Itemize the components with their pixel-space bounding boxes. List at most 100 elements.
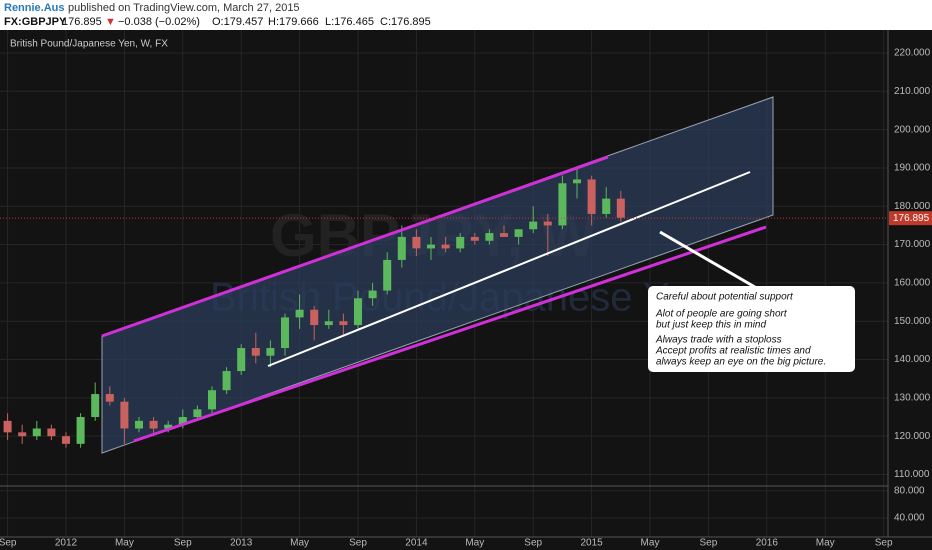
candle-body [353,298,363,326]
candle-body [18,432,27,437]
x-tick-label: Sep [349,538,367,549]
candle-body [441,244,450,249]
y-tick-label: 190.000 [894,163,931,174]
candle-body [207,390,217,410]
low: L:176.465 [325,16,374,28]
candle-body [616,198,625,218]
candle-body [383,259,392,291]
x-tick-label: May [290,538,309,549]
candle-body [164,424,173,429]
candle-body [32,428,41,437]
chart-title: British Pound/Japanese Yen, W, FX [10,39,168,50]
high: H:179.666 [268,16,319,28]
candle-body [456,236,465,249]
candle-body [572,179,582,184]
candle-body [587,179,596,214]
x-tick-label: 2016 [756,538,779,549]
candle-body [310,309,319,326]
y-tick-label: 160.000 [894,278,931,289]
callout-line: but just keep this in mind [656,320,766,331]
change: −0.038 (−0.02%) [118,16,200,28]
callout-line: Always trade with a stoploss [655,335,782,346]
candle-body [120,401,129,429]
candle-body [295,309,304,318]
x-tick-label: Sep [700,538,718,549]
candle-body [412,236,421,249]
candle-body [3,420,12,433]
x-tick-label: 2014 [405,538,428,549]
callout-pointer [659,230,761,292]
callout-line: always keep an eye on the big picture. [656,357,826,368]
x-tick-label: May [816,538,835,549]
y-tick-label: 200.000 [894,124,931,135]
candle-body [543,221,552,226]
x-tick-label: 2013 [230,538,253,549]
candle-body [91,394,100,418]
price: 176.895 [62,16,102,28]
upper-channel-line [101,155,609,338]
x-tick-label: Sep [174,538,192,549]
y2-tick-label: 40.000 [894,513,925,524]
candle-body [237,348,246,372]
y-tick-label: 220.000 [894,48,931,59]
symbol: FX:GBPJPY [4,16,67,28]
candle-body [529,221,538,230]
candle-body [178,417,187,425]
candle-body [368,290,377,299]
candle-body [47,428,56,437]
y-tick-label: 170.000 [894,239,931,250]
y-tick-label: 210.000 [894,86,931,97]
trend-line [267,171,751,367]
candle-body [426,244,436,249]
candle-body [339,321,348,326]
candle-body [485,233,494,241]
candle-body [558,183,567,226]
callout-box [648,286,855,372]
y-tick-label: 130.000 [894,393,931,404]
candle-body [76,417,85,444]
candle-body [602,198,611,214]
callout-text: Careful about potential support Alot of p… [655,292,826,368]
arrow: ▼ [105,16,116,28]
candles [3,167,625,448]
lower-channel-line [133,225,767,443]
candle-body [105,394,114,402]
callout-line: Alot of people are going short [655,309,788,320]
candle-body [324,321,333,326]
candle-body [499,233,509,237]
candle-body [470,236,479,241]
author[interactable]: Rennie.Aus [4,2,65,14]
candle-body [193,409,202,418]
x-tick-label: May [465,538,484,549]
x-tick-label: 2015 [580,538,603,549]
x-tick-label: Sep [524,538,542,549]
x-tick-label: Sep [0,538,17,549]
candle-body [514,229,523,237]
candle-body [251,348,260,356]
y-tick-label: 110.000 [894,469,930,480]
candle-body [266,348,275,356]
y-tick-label: 120.000 [894,431,931,442]
open: O:179.457 [212,16,263,28]
header-bg [0,0,932,30]
y-tick-label: 180.000 [894,201,931,212]
x-tick-label: May [115,538,134,549]
y-tick-label: 140.000 [894,354,931,365]
x-tick-label: 2012 [55,538,78,549]
candle-body [397,236,406,260]
candle-body [149,420,158,429]
x-tick-label: May [641,538,660,549]
callout-line: Accept profits at realistic times and [655,346,811,357]
callout-line: Careful about potential support [656,292,794,303]
published: published on TradingView.com, March 27, … [68,2,300,14]
close: C:176.895 [380,16,431,28]
last-price-tag [889,211,932,226]
candle-body [222,371,231,391]
candle-body [280,317,290,349]
candle-body [61,436,71,444]
candle-body [134,420,144,429]
y-tick-label: 150.000 [894,316,931,327]
y2-tick-label: 80.000 [894,485,925,496]
x-tick-label: Sep [875,538,893,549]
